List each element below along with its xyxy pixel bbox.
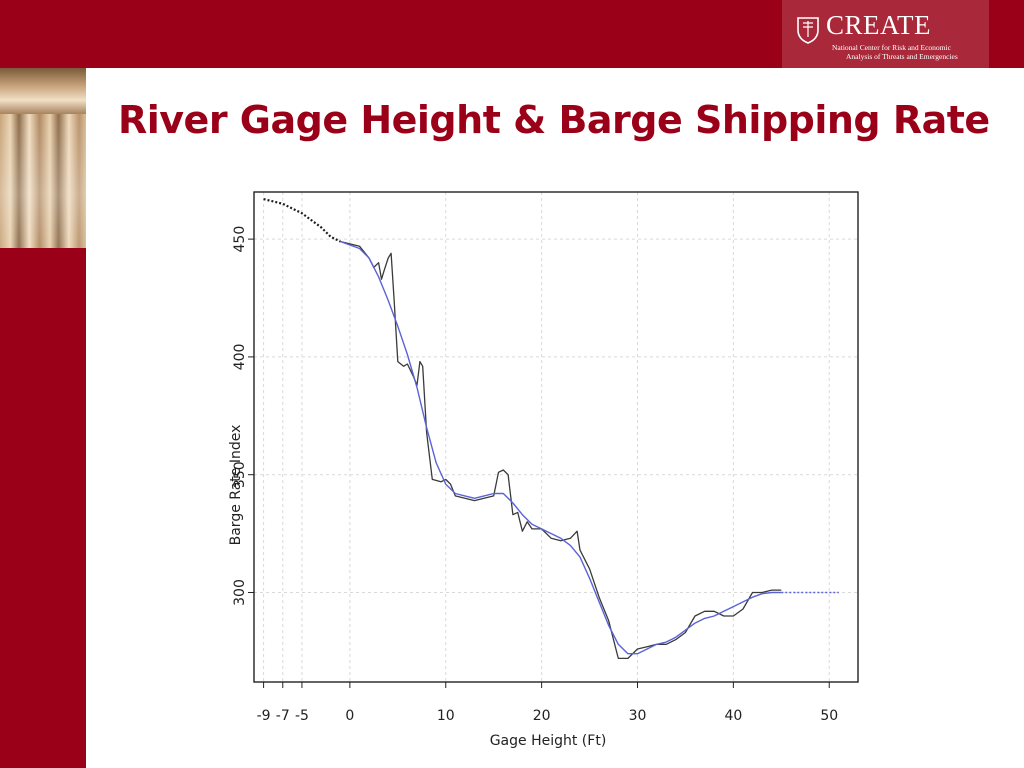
y-tick-label: 450 [232, 226, 248, 253]
x-tick-label: 10 [437, 708, 455, 724]
x-tick-label: 40 [724, 708, 742, 724]
barge-rate-chart: -9 -7 -5 0 10 20 30 40 50 300 350 400 450 Gage Height… [228, 191, 859, 749]
x-tick-label: -7 [276, 708, 290, 724]
x-axis-title: Gage Height (Ft) [490, 733, 607, 749]
y-tick-label: 400 [232, 344, 248, 371]
y-axis-title: Barge Rate Index [228, 425, 244, 546]
series-line-observed [340, 240, 782, 660]
x-tick-label: 30 [629, 708, 647, 724]
page-title: River Gage Height & Barge Shipping Rate [118, 98, 990, 142]
shield-icon [797, 17, 819, 44]
logo-subtitle: National Center for Risk and Economic An… [832, 43, 982, 61]
y-tick-label: 300 [232, 579, 248, 606]
logo-subtitle-line1: National Center for Risk and Economic [832, 43, 951, 52]
logo-subtitle-line2: Analysis of Threats and Emergencies [846, 52, 958, 61]
x-tick-label: -9 [257, 708, 271, 724]
x-tick-label: 0 [345, 708, 354, 724]
series-line-smoothed [340, 240, 782, 655]
y-tick-label: 350 [232, 461, 248, 488]
x-tick-label: 50 [820, 708, 838, 724]
plot-frame [253, 191, 859, 683]
create-logo [782, 0, 989, 68]
series-line-extrapolated [263, 198, 341, 243]
x-tick-label: 20 [533, 708, 551, 724]
columns-photo [0, 68, 86, 248]
logo-name: CREATE [826, 10, 932, 40]
x-tick-label: -5 [295, 708, 309, 724]
plot-area [254, 192, 858, 682]
